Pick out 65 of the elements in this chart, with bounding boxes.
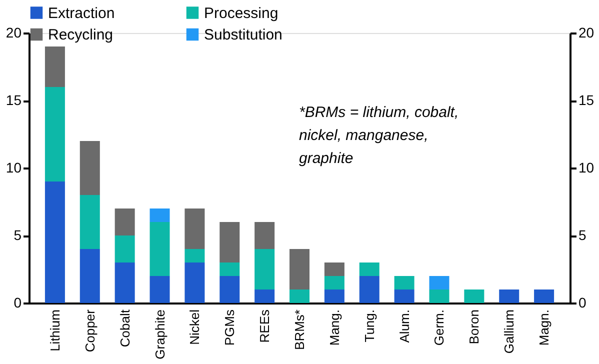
x-tick-label: PGMs (222, 309, 238, 346)
y2-tick-label: 15 (578, 92, 594, 108)
bar (254, 222, 275, 249)
bar (150, 208, 170, 222)
bar (114, 262, 135, 303)
legend-label: Recycling (48, 26, 114, 44)
y2-tick-label: 5 (578, 227, 586, 243)
y2-tick-label: 20 (578, 24, 594, 40)
legend-label: Extraction (48, 4, 115, 22)
bar (324, 262, 344, 276)
bar (254, 290, 275, 303)
bar (464, 290, 484, 303)
bar (184, 208, 205, 249)
bar (324, 276, 344, 290)
bar (150, 222, 170, 276)
bar (150, 276, 170, 303)
x-tick-label: Germ. (432, 310, 447, 346)
y-tick-label: 10 (6, 160, 22, 176)
bar (184, 249, 205, 262)
bar (429, 290, 450, 303)
bar (394, 276, 414, 290)
x-tick-label: REEs (257, 309, 272, 343)
bar (44, 182, 65, 303)
x-tick-label: Cobalt (117, 309, 132, 348)
x-tick-label: Magn. (536, 310, 552, 346)
y-tick-label: 15 (6, 92, 22, 108)
bar (499, 290, 520, 303)
y-tick-label: 5 (14, 227, 22, 243)
x-tick-label: BRMs* (292, 310, 307, 350)
bar (290, 290, 310, 303)
bar (184, 262, 205, 303)
bar (114, 236, 135, 262)
bar (534, 290, 554, 303)
x-tick-label: Gallium (502, 310, 517, 354)
bar (254, 249, 275, 290)
x-tick-label: Mang. (326, 310, 342, 346)
bar (80, 141, 100, 195)
bar (359, 276, 380, 303)
x-tick-label: Tung. (362, 310, 377, 342)
bar (114, 208, 135, 236)
y2-tick-label: 10 (578, 160, 594, 176)
bar (220, 222, 240, 262)
bar (220, 262, 240, 276)
bar (324, 290, 344, 303)
bar (80, 249, 100, 303)
x-tick-label: Nickel (187, 309, 202, 345)
y-tick-label: 20 (6, 24, 22, 40)
bar (290, 249, 310, 290)
x-tick-label: Boron (466, 310, 482, 344)
x-tick-label: Lithium (47, 310, 62, 352)
x-tick-label: Copper (82, 308, 98, 352)
y-tick-label: 0 (14, 294, 22, 310)
bar (359, 262, 380, 276)
bar (220, 276, 240, 303)
x-tick-label: Alum. (396, 310, 412, 343)
bar (80, 195, 100, 249)
x-tick-label: Graphite (152, 310, 168, 360)
bar (44, 46, 65, 87)
legend-label: Substitution (204, 26, 282, 44)
bar (394, 290, 414, 303)
bar (44, 87, 65, 182)
bar (429, 276, 450, 290)
annotation: *BRMs = lithium, cobalt, nickel, manganese, graphite (299, 104, 459, 167)
y2-tick-label: 0 (578, 294, 586, 310)
legend-label: Processing (204, 4, 278, 22)
